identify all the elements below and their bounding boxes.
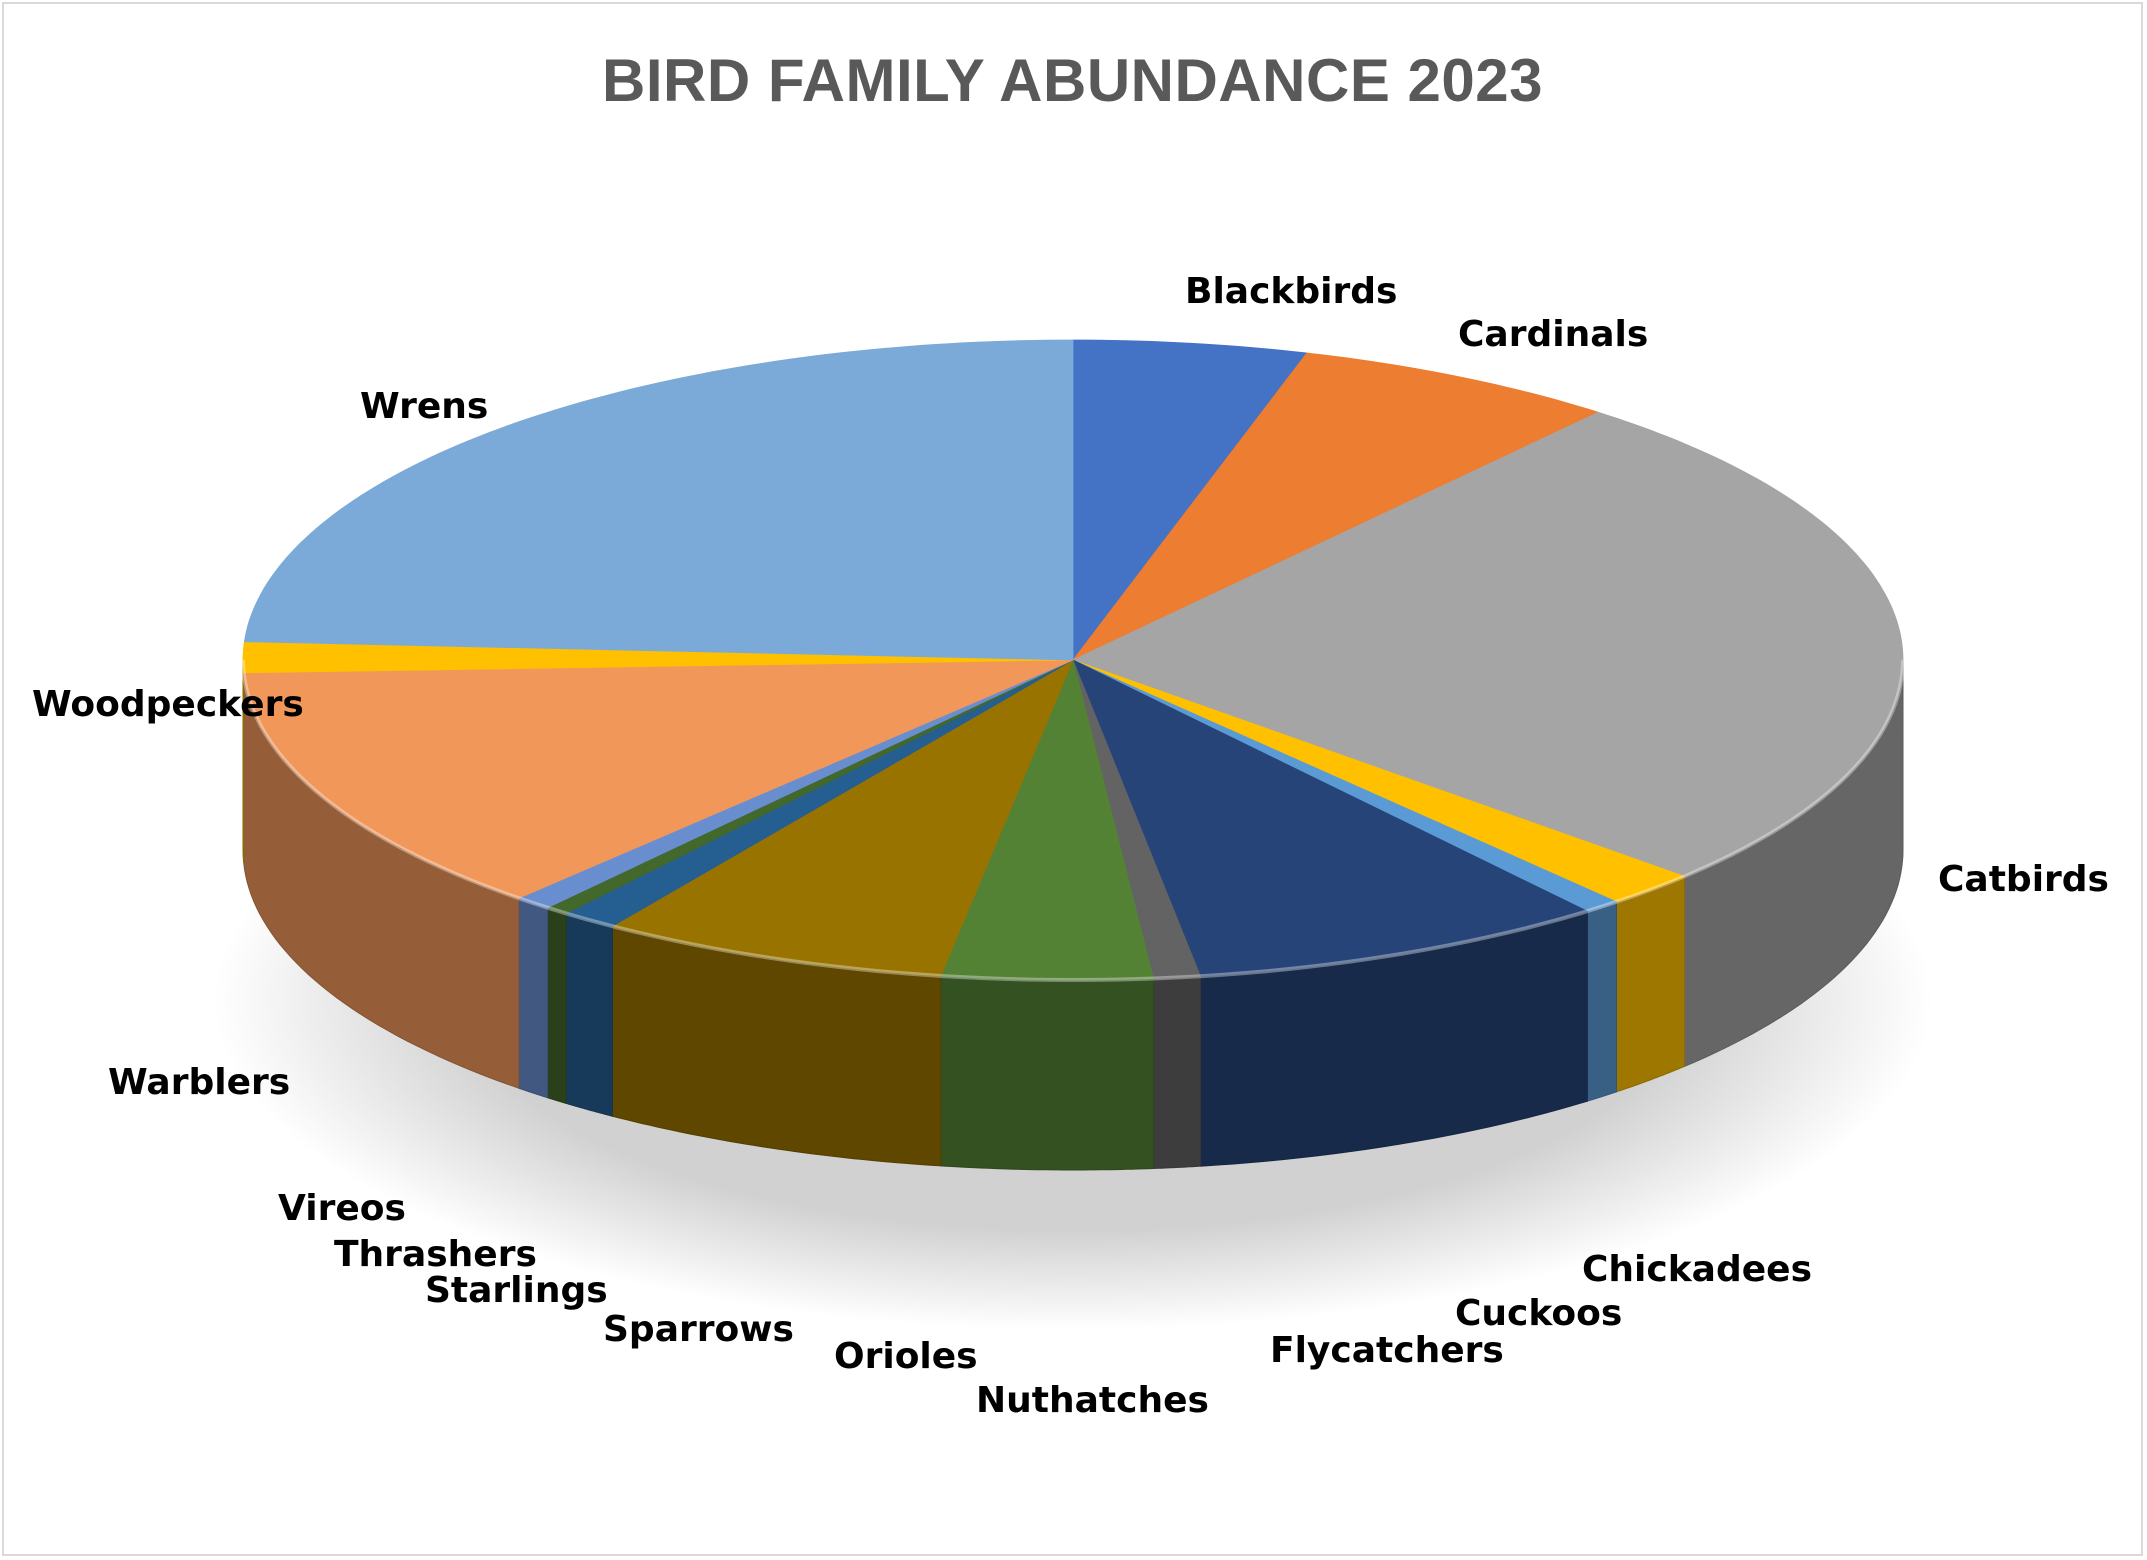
- slice-woodpeckers: [242, 641, 1074, 674]
- slice-warblers: [243, 659, 1074, 899]
- label-orioles: Orioles: [834, 1336, 978, 1377]
- label-starlings: Starlings: [425, 1270, 608, 1311]
- chart-title: BIRD FAMILY ABUNDANCE 2023: [602, 47, 1543, 114]
- slice-side-cuckoos: [1586, 901, 1617, 1102]
- pie-top: [241, 339, 1905, 983]
- slice-flycatchers: [1072, 659, 1589, 977]
- label-blackbirds: Blackbirds: [1185, 271, 1397, 312]
- label-cardinals: Cardinals: [1458, 314, 1648, 355]
- slice-labels: Blackbirds Cardinals Catbirds ChickadeesCuc…: [32, 271, 2109, 1421]
- slice-nuthatches: [1072, 659, 1202, 979]
- slice-vireos: [517, 659, 1074, 909]
- slice-chickadees: [1072, 659, 1686, 903]
- slice-sparrows: [611, 659, 1074, 977]
- label-vireos: Vireos: [278, 1188, 406, 1229]
- label-chickadees: Chickadees: [1582, 1249, 1812, 1290]
- label-woodpeckers: Woodpeckers: [32, 684, 304, 725]
- slice-side-starlings: [565, 912, 613, 1117]
- slice-catbirds: [1071, 411, 1904, 877]
- label-catbirds: Catbirds: [1938, 859, 2109, 900]
- slice-starlings: [565, 659, 1074, 927]
- label-cuckoos: Cuckoos: [1455, 1293, 1622, 1334]
- slice-side-thrashers: [547, 906, 567, 1105]
- label-thrashers: Thrashers: [334, 1234, 537, 1275]
- slice-side-chickadees: [1616, 875, 1685, 1093]
- slice-side-orioles: [940, 975, 1154, 1171]
- slice-side-nuthatches: [1153, 975, 1201, 1170]
- label-nuthatches: Nuthatches: [976, 1380, 1209, 1421]
- slice-cuckoos: [1072, 659, 1618, 912]
- slice-side-vireos: [518, 897, 549, 1099]
- slice-cardinals: [1072, 352, 1600, 661]
- label-warblers: Warblers: [108, 1062, 290, 1103]
- label-sparrows: Sparrows: [603, 1309, 794, 1350]
- slice-thrashers: [546, 659, 1074, 914]
- pie-sides: [242, 659, 1904, 1171]
- slice-orioles: [940, 658, 1155, 981]
- slice-wrens: [243, 339, 1074, 661]
- slice-blackbirds: [1072, 339, 1308, 662]
- label-wrens: Wrens: [360, 386, 488, 427]
- pie-rim-highlight: [241, 659, 1905, 983]
- label-flycatchers: Flycatchers: [1270, 1330, 1504, 1371]
